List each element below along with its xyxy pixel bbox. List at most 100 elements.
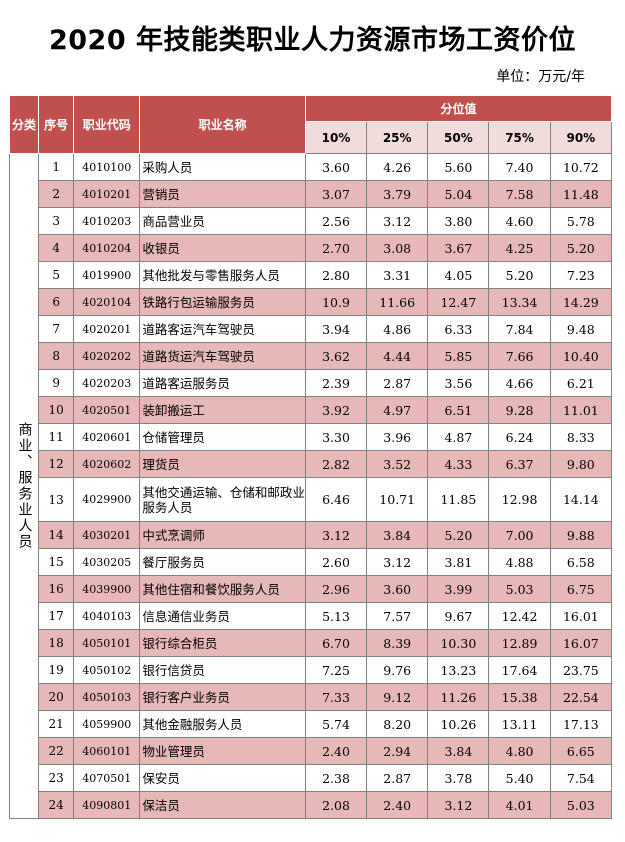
value-p75: 7.40 xyxy=(488,153,551,181)
value-p25: 8.20 xyxy=(366,710,429,738)
value-p25: 10.71 xyxy=(366,477,429,522)
occupation-name: 道路客运服务员 xyxy=(139,369,306,397)
row-number: 6 xyxy=(38,288,75,316)
value-p10: 5.13 xyxy=(304,602,368,630)
value-p75: 12.98 xyxy=(488,477,551,522)
value-p25: 3.12 xyxy=(366,548,429,576)
header-code: 职业代码 xyxy=(73,95,141,154)
header-p50: 50% xyxy=(427,121,490,154)
occupation-name: 中式烹调师 xyxy=(139,521,306,549)
value-p50: 11.85 xyxy=(427,477,490,522)
value-p50: 5.60 xyxy=(427,153,490,181)
value-p50: 3.80 xyxy=(427,207,490,235)
occupation-code: 4010100 xyxy=(73,153,141,181)
table-row: 14 4030201 中式烹调师 3.12 3.84 5.20 7.00 9.88 xyxy=(10,521,613,549)
occupation-name: 收银员 xyxy=(139,234,306,262)
value-p75: 4.88 xyxy=(488,548,551,576)
row-number: 17 xyxy=(38,602,75,630)
value-p50: 3.12 xyxy=(427,791,490,819)
value-p10: 3.92 xyxy=(304,396,368,424)
value-p90: 6.75 xyxy=(549,575,613,603)
value-p90: 14.14 xyxy=(549,477,613,522)
value-p75: 7.84 xyxy=(488,315,551,343)
value-p75: 7.58 xyxy=(488,180,551,208)
value-p50: 3.78 xyxy=(427,764,490,792)
value-p50: 3.84 xyxy=(427,737,490,765)
value-p10: 2.80 xyxy=(304,261,368,289)
value-p90: 6.21 xyxy=(549,369,613,397)
occupation-name: 采购人员 xyxy=(139,153,306,181)
value-p25: 4.97 xyxy=(366,396,429,424)
value-p50: 12.47 xyxy=(427,288,490,316)
table-row: 20 4050103 银行客户业务员 7.33 9.12 11.26 15.38 22.54 xyxy=(10,683,613,711)
row-number: 1 xyxy=(38,153,75,181)
value-p25: 9.76 xyxy=(366,656,429,684)
row-number: 14 xyxy=(38,521,75,549)
table-row: 5 4019900 其他批发与零售服务人员 2.80 3.31 4.05 5.20 7.23 xyxy=(10,261,613,289)
table-row: 16 4039900 其他住宿和餐饮服务人员 2.96 3.60 3.99 5.03 6.75 xyxy=(10,575,613,603)
row-number: 8 xyxy=(38,342,75,370)
wage-table: 分类 序号 职业代码 职业名称 分位值 10% 25% 50% 75% 90% … xyxy=(8,95,613,819)
table-row: 24 4090801 保洁员 2.08 2.40 3.12 4.01 5.03 xyxy=(10,791,613,819)
value-p25: 7.57 xyxy=(366,602,429,630)
value-p90: 6.65 xyxy=(549,737,613,765)
table-row: 13 4029900 其他交通运输、仓储和邮政业服务人员 6.46 10.71 11.85… xyxy=(10,477,613,522)
value-p75: 15.38 xyxy=(488,683,551,711)
occupation-code: 4020501 xyxy=(73,396,141,424)
value-p75: 4.80 xyxy=(488,737,551,765)
header-name: 职业名称 xyxy=(139,95,306,154)
table-row: 7 4020201 道路客运汽车驾驶员 3.94 4.86 6.33 7.84 9.48 xyxy=(10,315,613,343)
value-p90: 14.29 xyxy=(549,288,613,316)
row-number: 13 xyxy=(38,477,75,522)
value-p10: 3.94 xyxy=(304,315,368,343)
table-row: 9 4020203 道路客运服务员 2.39 2.87 3.56 4.66 6.21 xyxy=(10,369,613,397)
value-p90: 16.07 xyxy=(549,629,613,657)
occupation-name: 理货员 xyxy=(139,450,306,478)
value-p75: 17.64 xyxy=(488,656,551,684)
occupation-code: 4020601 xyxy=(73,423,141,451)
value-p90: 5.20 xyxy=(549,234,613,262)
value-p90: 7.54 xyxy=(549,764,613,792)
occupation-code: 4030205 xyxy=(73,548,141,576)
value-p90: 11.01 xyxy=(549,396,613,424)
value-p25: 4.44 xyxy=(366,342,429,370)
occupation-code: 4050101 xyxy=(73,629,141,657)
value-p50: 10.26 xyxy=(427,710,490,738)
row-number: 20 xyxy=(38,683,75,711)
row-number: 19 xyxy=(38,656,75,684)
value-p50: 11.26 xyxy=(427,683,490,711)
value-p25: 3.60 xyxy=(366,575,429,603)
row-number: 22 xyxy=(38,737,75,765)
value-p90: 7.23 xyxy=(549,261,613,289)
value-p75: 4.01 xyxy=(488,791,551,819)
header-p25: 25% xyxy=(366,121,429,154)
occupation-code: 4020201 xyxy=(73,315,141,343)
value-p75: 5.03 xyxy=(488,575,551,603)
value-p75: 7.00 xyxy=(488,521,551,549)
value-p75: 13.34 xyxy=(488,288,551,316)
row-number: 7 xyxy=(38,315,75,343)
value-p90: 11.48 xyxy=(549,180,613,208)
value-p50: 4.33 xyxy=(427,450,490,478)
value-p10: 5.74 xyxy=(304,710,368,738)
row-number: 15 xyxy=(38,548,75,576)
value-p25: 8.39 xyxy=(366,629,429,657)
value-p10: 7.25 xyxy=(304,656,368,684)
table-row: 12 4020602 理货员 2.82 3.52 4.33 6.37 9.80 xyxy=(10,450,613,478)
value-p10: 7.33 xyxy=(304,683,368,711)
row-number: 18 xyxy=(38,629,75,657)
occupation-name: 物业管理员 xyxy=(139,737,306,765)
value-p75: 12.89 xyxy=(488,629,551,657)
table-row: 8 4020202 道路货运汽车驾驶员 3.62 4.44 5.85 7.66 10.40 xyxy=(10,342,613,370)
table-row: 17 4040103 信息通信业务员 5.13 7.57 9.67 12.42 16.01 xyxy=(10,602,613,630)
occupation-code: 4030201 xyxy=(73,521,141,549)
occupation-code: 4010204 xyxy=(73,234,141,262)
occupation-name: 信息通信业务员 xyxy=(139,602,306,630)
row-number: 4 xyxy=(38,234,75,262)
occupation-code: 4060101 xyxy=(73,737,141,765)
header-p75: 75% xyxy=(488,121,551,154)
value-p10: 3.30 xyxy=(304,423,368,451)
table-row: 21 4059900 其他金融服务人员 5.74 8.20 10.26 13.11 17.13 xyxy=(10,710,613,738)
value-p25: 4.86 xyxy=(366,315,429,343)
value-p90: 22.54 xyxy=(549,683,613,711)
